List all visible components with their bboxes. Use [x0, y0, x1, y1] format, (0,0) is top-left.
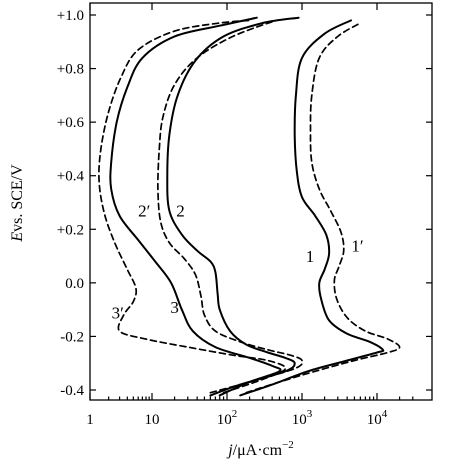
x-tick-label: 1: [86, 412, 94, 428]
x-tick-label: 104: [367, 408, 388, 428]
y-tick-label: +0.6: [57, 115, 85, 131]
x-tick-label: 10: [145, 412, 160, 428]
curve-label-3: 2: [176, 202, 185, 221]
axis-ticks: [89, 3, 432, 400]
y-tick-label: +0.2: [57, 222, 84, 238]
curve-3: [166, 16, 300, 397]
y-tick-label: -0.4: [60, 383, 84, 399]
x-axis-title: j/μA·cm−2: [226, 439, 294, 459]
curve-1: [239, 19, 385, 397]
curve-labels: 1 1′ 2 2′ 3 3′: [112, 202, 364, 323]
y-tick-label: +0.4: [57, 169, 85, 185]
y-tick-label: 0.0: [65, 276, 84, 292]
curve-label-5: 3: [170, 298, 179, 317]
axis-tick-labels: +1.0+0.8+0.6+0.4+0.20.0-0.2-0.41 10 102 103…: [57, 8, 388, 428]
curve-4: [157, 19, 304, 394]
curve-label-4: 2′: [138, 202, 150, 221]
curve-5: [109, 16, 282, 397]
y-axis-title: Evs. SCE/V: [9, 164, 26, 243]
curves: [98, 16, 401, 397]
curve-6: [98, 19, 287, 394]
curve-label-1: 1: [306, 247, 315, 266]
x-tick-label: 102: [217, 408, 238, 428]
x-tick-label: 103: [292, 408, 313, 428]
y-tick-label: +1.0: [57, 8, 84, 24]
plot-frame: [89, 2, 433, 401]
curve-label-2: 1′: [351, 236, 363, 255]
curve-2: [245, 22, 401, 394]
curve-label-6: 3′: [112, 303, 124, 322]
y-tick-label: +0.8: [57, 62, 84, 78]
y-tick-label: -0.2: [60, 329, 84, 345]
